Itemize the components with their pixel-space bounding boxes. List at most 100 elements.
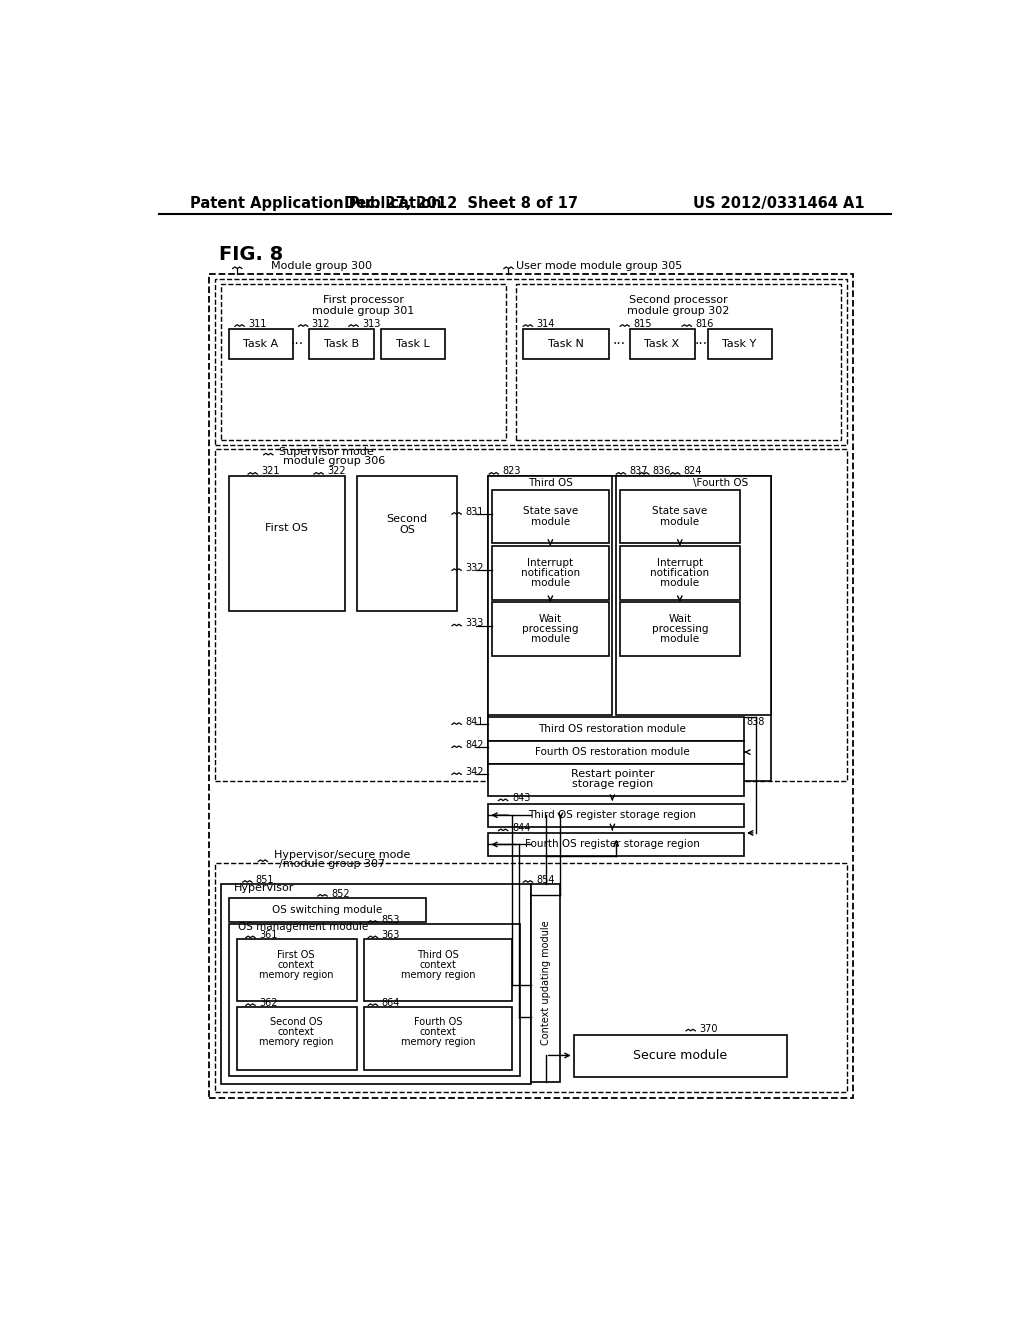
Bar — [523, 330, 608, 359]
Text: OS management module: OS management module — [238, 921, 369, 932]
Text: /module group 307: /module group 307 — [280, 859, 385, 870]
Bar — [215, 280, 847, 445]
Text: 313: 313 — [362, 319, 381, 329]
Text: context: context — [278, 960, 314, 970]
Text: First OS: First OS — [278, 949, 315, 960]
Text: Dec. 27, 2012  Sheet 8 of 17: Dec. 27, 2012 Sheet 8 of 17 — [344, 195, 579, 211]
Text: FIG. 8: FIG. 8 — [219, 246, 284, 264]
Bar — [228, 477, 345, 611]
Text: 852: 852 — [331, 888, 349, 899]
Text: Context updating module: Context updating module — [541, 921, 551, 1045]
Bar — [493, 545, 608, 599]
Text: memory region: memory region — [259, 970, 334, 979]
Text: Hypervisor/secure mode: Hypervisor/secure mode — [273, 850, 410, 861]
Text: First OS: First OS — [265, 523, 308, 533]
Text: 841: 841 — [465, 717, 483, 727]
Text: 322: 322 — [328, 466, 346, 477]
Text: Task L: Task L — [395, 339, 429, 348]
Text: Third OS: Third OS — [417, 949, 459, 960]
Bar — [488, 763, 744, 796]
Text: ···: ··· — [694, 337, 708, 351]
Text: 311: 311 — [248, 319, 266, 329]
Bar — [228, 924, 520, 1076]
Text: memory region: memory region — [259, 1038, 334, 1047]
Text: 370: 370 — [699, 1023, 718, 1034]
Bar — [493, 602, 608, 656]
Text: \Fourth OS: \Fourth OS — [693, 478, 749, 488]
Bar — [221, 284, 506, 441]
Text: module: module — [530, 517, 570, 527]
Text: processing: processing — [522, 624, 579, 634]
Text: module: module — [530, 634, 570, 644]
Bar — [221, 884, 531, 1084]
Bar — [237, 940, 356, 1001]
Bar — [381, 330, 445, 359]
Text: context: context — [278, 1027, 314, 1038]
Text: Second OS: Second OS — [270, 1018, 323, 1027]
Text: module: module — [530, 578, 570, 587]
Bar — [493, 490, 608, 544]
Text: OS: OS — [399, 524, 415, 535]
Text: Task X: Task X — [644, 339, 680, 348]
Text: Secure module: Secure module — [633, 1049, 727, 1063]
Text: 864: 864 — [381, 998, 399, 1008]
Text: memory region: memory region — [400, 1038, 475, 1047]
Text: Task Y: Task Y — [722, 339, 757, 348]
Text: 342: 342 — [465, 767, 483, 777]
Bar — [488, 477, 771, 780]
Text: Wait: Wait — [539, 614, 562, 624]
Text: storage region: storage region — [571, 779, 653, 789]
Text: Fourth OS: Fourth OS — [414, 1018, 462, 1027]
Bar — [488, 833, 744, 857]
Text: memory region: memory region — [400, 970, 475, 979]
Text: User mode module group 305: User mode module group 305 — [515, 261, 682, 271]
Text: 844: 844 — [512, 824, 530, 833]
Bar — [573, 1035, 786, 1077]
Text: notification: notification — [650, 568, 710, 578]
Text: Task N: Task N — [548, 339, 584, 348]
Bar — [488, 741, 744, 763]
Text: 851: 851 — [256, 875, 274, 884]
Bar — [228, 330, 293, 359]
Bar — [621, 602, 740, 656]
Bar — [365, 1007, 512, 1071]
Bar — [309, 330, 374, 359]
Bar — [365, 940, 512, 1001]
Text: 831: 831 — [465, 507, 483, 517]
Text: notification: notification — [521, 568, 580, 578]
Text: Fourth OS register storage region: Fourth OS register storage region — [525, 840, 699, 850]
Text: 816: 816 — [695, 319, 714, 329]
Text: 815: 815 — [633, 319, 652, 329]
Text: Third OS register storage region: Third OS register storage region — [528, 810, 696, 820]
Text: module group 302: module group 302 — [627, 306, 729, 315]
Text: Supervisor mode: Supervisor mode — [280, 446, 374, 457]
Text: OS switching module: OS switching module — [272, 906, 382, 915]
Text: ···: ··· — [291, 337, 303, 351]
Text: 853: 853 — [381, 915, 400, 925]
Text: Fourth OS restoration module: Fourth OS restoration module — [535, 747, 690, 758]
Bar — [621, 545, 740, 599]
Text: Third OS restoration module: Third OS restoration module — [539, 723, 686, 734]
Text: 314: 314 — [537, 319, 555, 329]
Text: 842: 842 — [465, 741, 483, 750]
Text: Patent Application Publication: Patent Application Publication — [190, 195, 441, 211]
Text: 843: 843 — [512, 793, 530, 804]
Text: context: context — [420, 1027, 457, 1038]
Text: Task A: Task A — [243, 339, 279, 348]
Text: US 2012/0331464 A1: US 2012/0331464 A1 — [692, 195, 864, 211]
Bar — [228, 898, 426, 923]
Text: Module group 300: Module group 300 — [271, 261, 373, 271]
Text: State save: State save — [652, 506, 708, 516]
Text: 312: 312 — [311, 319, 330, 329]
Text: module group 306: module group 306 — [283, 455, 385, 466]
Bar — [356, 477, 458, 611]
Text: 854: 854 — [537, 875, 555, 884]
Text: 321: 321 — [261, 466, 280, 477]
Bar — [630, 330, 694, 359]
Text: Second: Second — [386, 513, 428, 524]
Text: 361: 361 — [259, 931, 278, 940]
Text: Interrupt: Interrupt — [527, 557, 573, 568]
Text: Restart pointer: Restart pointer — [570, 768, 654, 779]
Text: Second processor: Second processor — [629, 296, 728, 305]
Text: State save: State save — [522, 506, 578, 516]
